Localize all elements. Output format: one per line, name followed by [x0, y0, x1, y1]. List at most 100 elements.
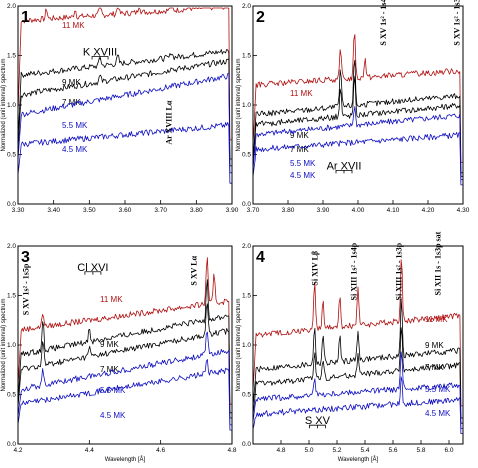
y-tick-label: 1.0	[7, 102, 16, 109]
x-tick-label: 3.30	[12, 207, 25, 214]
x-tick-label: 4.2	[13, 447, 22, 454]
legend-7-MK: 7 MK	[425, 363, 444, 372]
x-tick-label: 4.10	[387, 207, 400, 214]
x-tick-label: 3.70	[247, 207, 260, 214]
y-tick-label: 0.0	[7, 201, 16, 208]
x-tick-label: 5.2	[332, 447, 341, 454]
spectrum-5_5-MK	[17, 331, 232, 426]
legend-9-MK: 9 MK	[425, 341, 444, 350]
legend-7-MK: 7 MK	[62, 98, 81, 107]
panel-number: 1	[21, 9, 30, 26]
ion-bracket	[335, 169, 353, 174]
x-tick-label: 4.4	[85, 447, 94, 454]
spectrum-9-MK	[252, 298, 463, 419]
x-tick-label: 4.20	[422, 207, 435, 214]
spectrum-4_5-MK	[252, 132, 463, 186]
y-tick-label: 0.0	[242, 201, 251, 208]
spectrum-4_5-MK	[17, 122, 232, 184]
spectrum-11-MK	[17, 7, 232, 141]
x-tick-label: 4.8	[276, 447, 285, 454]
line-id-label: Si XIV Lβ	[310, 251, 319, 286]
panel-1: 0.0 0.5 1.0 1.5 2.0 3.30 3.40 3.50 3.60 3.70 3.80 3…	[1, 3, 239, 214]
y-tick-label: 2.0	[242, 243, 251, 250]
spectrum-9-MK	[17, 49, 232, 160]
spectrum-11-MK	[17, 257, 232, 405]
legend-11-MK: 11 MK	[100, 295, 123, 304]
spectrum-7-MK	[252, 75, 463, 177]
line-id-label: S XV Lα	[189, 255, 198, 285]
legend-9-MK: 9 MK	[290, 131, 309, 140]
legend-9-MK: 9 MK	[100, 340, 119, 349]
panel-number: 4	[256, 249, 265, 266]
x-tick-label: 5.6	[388, 447, 397, 454]
spectrum-7-MK	[252, 327, 463, 424]
legend-7-MK: 7 MK	[290, 145, 309, 154]
x-axis-label: Wavelength [Å]	[105, 456, 146, 463]
ion-bracket	[309, 424, 326, 429]
legend-9-MK: 9 MK	[62, 78, 81, 87]
spectrum-7-MK	[17, 58, 232, 167]
y-tick-label: 1.5	[242, 53, 251, 60]
y-tick-label: 1.0	[242, 102, 251, 109]
ion-label: Ar XVII	[327, 160, 362, 172]
panel-number: 3	[21, 249, 30, 266]
y-axis-label: Normalized (unit interval) spectrum	[1, 58, 7, 151]
y-tick-label: 0.5	[242, 392, 251, 399]
y-axis-label: Normalized (unit interval) spectrum	[236, 298, 242, 391]
x-axis-label: Wavelength [Å]	[338, 456, 379, 463]
legend-5_5-MK: 5.5 MK	[425, 385, 451, 394]
x-tick-label: 3.80	[282, 207, 295, 214]
legend-5_5-MK: 5.5 MK	[290, 159, 316, 168]
line-id-label: Ar XVIII Lα	[164, 100, 173, 144]
y-tick-label: 0.5	[7, 392, 16, 399]
legend-5_5-MK: 5.5 MK	[62, 121, 88, 130]
legend-11-MK: 11 MK	[425, 315, 448, 324]
line-id-label: S XV 1s² - 1s4p	[379, 0, 388, 46]
ion-label: Cl XVI	[77, 262, 108, 274]
plot-frame	[17, 245, 233, 445]
x-tick-label: 6.0	[444, 447, 453, 454]
legend-5_5-MK: 5.5 MK	[100, 386, 126, 395]
y-tick-label: 1.0	[242, 342, 251, 349]
legend-11-MK: 11 MK	[290, 89, 313, 98]
y-tick-label: 2.0	[242, 3, 251, 10]
spectrum-9-MK	[17, 279, 232, 414]
line-id-label: Si XIII 1s² - 1s3p	[394, 242, 403, 300]
y-tick-label: 2.0	[7, 243, 16, 250]
x-tick-label: 3.90	[317, 207, 330, 214]
spectrum-11-MK	[252, 34, 463, 163]
spectrum-5_5-MK	[252, 106, 463, 181]
x-tick-label: 3.90	[226, 207, 239, 214]
x-tick-label: 3.60	[119, 207, 132, 214]
ion-label: S XV	[305, 415, 331, 427]
plot-frame	[252, 245, 464, 445]
y-tick-label: 1.0	[7, 342, 16, 349]
y-tick-label: 0.0	[7, 441, 16, 448]
y-axis-label: Normalized (unit interval) spectrum	[236, 58, 242, 151]
spectrum-4_5-MK	[252, 376, 463, 434]
legend-11-MK: 11 MK	[62, 21, 85, 30]
spectrum-5_5-MK	[252, 351, 463, 429]
panel-2: 0.0 0.5 1.0 1.5 2.0 3.70 3.80 3.90 4.00 4.10 4.20 4…	[236, 0, 470, 214]
x-tick-label: 5.8	[416, 447, 425, 454]
y-tick-label: 0.5	[242, 152, 251, 159]
y-tick-label: 2.0	[7, 3, 16, 10]
y-axis-label: Normalized (unit interval) spectrum	[1, 298, 7, 391]
x-tick-label: 4.30	[457, 207, 470, 214]
spectrum-7-MK	[17, 303, 232, 419]
y-tick-label: 1.5	[7, 293, 16, 300]
y-tick-label: 0.5	[7, 152, 16, 159]
y-tick-label: 0.0	[242, 441, 251, 448]
legend-4_5-MK: 4.5 MK	[62, 145, 88, 154]
ion-bracket	[91, 56, 109, 60]
x-tick-label: 3.50	[83, 207, 96, 214]
ion-label: K XVIII	[83, 47, 117, 59]
line-id-label: Si XIII 1s² - 1s4p	[350, 242, 359, 300]
x-tick-label: 3.40	[47, 207, 60, 214]
legend-4_5-MK: 4.5 MK	[425, 409, 451, 418]
y-tick-label: 1.5	[7, 53, 16, 60]
spectrum-4_5-MK	[17, 359, 232, 431]
legend-7-MK: 7 MK	[100, 365, 119, 374]
plot-frame	[252, 5, 464, 205]
